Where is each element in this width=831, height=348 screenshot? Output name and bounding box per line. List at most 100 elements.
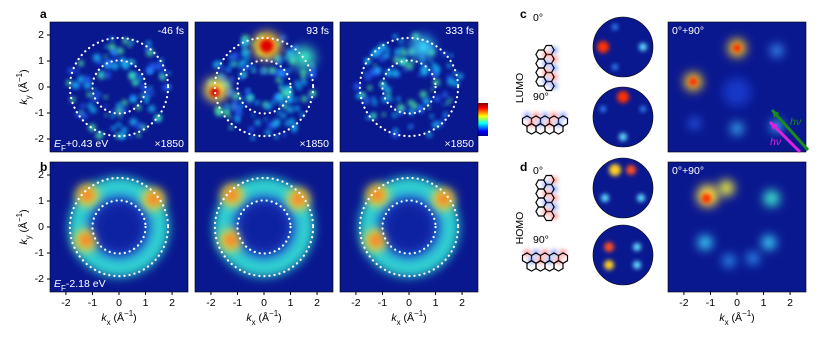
map-background — [668, 162, 806, 292]
intensity — [244, 88, 251, 95]
intensity — [276, 110, 281, 115]
intensity — [239, 59, 247, 67]
intensity — [291, 45, 316, 70]
intensity — [371, 189, 384, 202]
intensity — [220, 66, 226, 71]
intensity — [79, 110, 83, 114]
frame — [592, 16, 654, 78]
y-tick-label: 2 — [38, 169, 44, 181]
intensity — [242, 72, 248, 77]
intensity — [254, 100, 260, 106]
momentum-map — [195, 22, 333, 152]
intensity — [254, 119, 261, 126]
intensity — [231, 52, 239, 60]
colorbar — [478, 103, 488, 136]
intensity — [441, 102, 446, 106]
intensity — [111, 61, 119, 70]
intensity — [292, 193, 305, 206]
intensity — [279, 34, 287, 42]
label-part: (Å — [256, 311, 269, 324]
intensity — [597, 41, 609, 53]
intensity — [283, 48, 288, 53]
intensity — [283, 55, 288, 61]
label-part: y — [24, 235, 33, 239]
intensity — [612, 64, 618, 70]
delay: 93 fs — [306, 25, 329, 37]
label-part: −1 — [269, 309, 279, 318]
intensity — [81, 189, 94, 202]
intensity — [265, 102, 273, 110]
label-part: (Å — [729, 311, 742, 324]
intensity — [374, 67, 382, 74]
delay: 333 fs — [445, 25, 474, 37]
intensity — [447, 77, 455, 86]
label-part: ) — [278, 312, 282, 324]
intensity — [609, 164, 621, 176]
y-tick-label: -2 — [35, 133, 44, 145]
intensity — [83, 81, 92, 90]
x-tick-label: 0 — [261, 297, 267, 309]
intensity — [265, 129, 272, 136]
frame — [592, 157, 654, 219]
intensity — [417, 73, 422, 77]
intensity — [222, 108, 230, 116]
intensity — [148, 105, 156, 113]
orbital-map — [593, 225, 653, 285]
intensity — [604, 260, 614, 270]
intensity — [145, 99, 149, 103]
intensity — [429, 58, 433, 63]
label-part: (Å — [17, 82, 30, 95]
intensity — [80, 112, 88, 120]
intensity — [252, 69, 256, 73]
intensity — [381, 112, 386, 117]
label-part: y — [24, 95, 33, 99]
angle: 90° — [533, 234, 549, 246]
x-tick-label: -1 — [378, 297, 387, 309]
intensity — [116, 47, 124, 55]
scale-factor: ×1850 — [155, 138, 185, 150]
intensity — [90, 106, 97, 114]
intensity — [430, 87, 435, 92]
intensity — [287, 68, 291, 73]
intensity — [118, 115, 123, 119]
intensity — [373, 63, 377, 67]
x-tick-label: -1 — [233, 297, 242, 309]
x-tick-label: -2 — [351, 297, 360, 309]
intensity — [96, 58, 103, 65]
inner-ring — [381, 59, 437, 115]
intensity — [111, 49, 118, 56]
outer-ring — [68, 36, 170, 138]
intensity — [115, 107, 123, 115]
intensity — [639, 43, 647, 51]
label: kx (Å−1) — [101, 309, 136, 327]
intensity — [289, 67, 294, 71]
intensity — [148, 86, 153, 91]
intensity — [111, 125, 117, 131]
intensity — [234, 108, 243, 117]
x-tick-label: 1 — [143, 297, 149, 309]
intensity — [273, 118, 281, 127]
intensity — [761, 235, 776, 250]
sum-map — [668, 162, 806, 292]
intensity — [386, 92, 391, 97]
label: ky (Å−1) — [15, 209, 33, 244]
intensity — [226, 68, 231, 72]
x-tick-label: 0 — [116, 297, 122, 309]
intensity — [701, 193, 712, 204]
ring — [69, 177, 169, 277]
polarization-arrow — [770, 108, 810, 152]
intensity — [300, 74, 306, 80]
y-tick-label: 0 — [38, 221, 44, 233]
outer-ring — [358, 36, 460, 138]
sum-map — [668, 22, 806, 152]
intensity — [379, 43, 387, 51]
intensity — [79, 234, 92, 247]
molecule — [521, 112, 569, 135]
intensity — [284, 89, 292, 97]
intensity — [369, 234, 382, 247]
hexagon — [553, 260, 564, 272]
momentum-map — [195, 162, 333, 292]
intensity — [363, 71, 367, 76]
label-part: k — [246, 312, 252, 324]
label-part: (Å — [111, 311, 124, 324]
